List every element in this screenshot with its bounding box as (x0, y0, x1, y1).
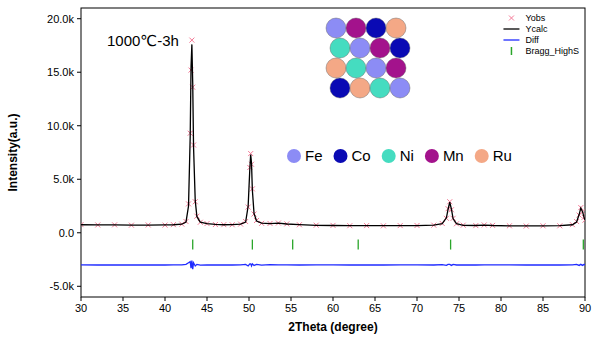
annotation: 1000℃-3h (107, 32, 179, 49)
atom (350, 78, 370, 98)
bragg-tick (192, 240, 193, 250)
x-tick-label: 40 (159, 302, 171, 314)
bragg-tick (583, 240, 584, 250)
legend-swatch (503, 39, 519, 40)
element-swatch (425, 149, 439, 163)
element-label: Ni (400, 147, 414, 164)
y-tick-label: 5.0k (53, 173, 74, 185)
legend-label: Yobs (525, 13, 545, 23)
y-tick (77, 179, 81, 180)
x-tick (249, 297, 250, 301)
y-tick-label: 15.0k (47, 66, 74, 78)
x-tick-label: 50 (243, 302, 255, 314)
legend: YobsYcalcDiffBragg_HighS (503, 13, 579, 56)
x-tick (81, 297, 82, 301)
element-label: Ru (493, 147, 512, 164)
x-tick (501, 297, 502, 301)
atom (370, 38, 390, 58)
x-tick-label: 80 (495, 302, 507, 314)
atom (366, 18, 386, 38)
x-tick-label: 55 (285, 302, 297, 314)
y-tick (77, 286, 81, 287)
series-line (81, 261, 585, 270)
atom (390, 78, 410, 98)
x-tick (207, 297, 208, 301)
x-tick (459, 297, 460, 301)
legend-label: Ycalc (525, 24, 548, 34)
atom (386, 18, 406, 38)
y-tick (77, 72, 81, 73)
atom (370, 78, 390, 98)
plot-frame (81, 8, 585, 297)
atom (366, 58, 386, 78)
y-tick (77, 232, 81, 233)
legend-swatch (503, 28, 519, 29)
series-line (81, 44, 585, 226)
atom (386, 58, 406, 78)
element-swatch (287, 149, 301, 163)
legend-swatch (511, 47, 513, 55)
x-tick (123, 297, 124, 301)
bragg-tick (252, 240, 253, 250)
atom (346, 18, 366, 38)
inset-structure (326, 18, 410, 98)
x-tick-label: 45 (201, 302, 213, 314)
bragg-tick (450, 240, 451, 250)
x-tick-label: 60 (327, 302, 339, 314)
chart: 30 35 40 45 50 55 60 65 70 75 80 85 90 -5.0k 0.0 5.0k 10… (0, 0, 599, 341)
atom (346, 58, 366, 78)
y-tick-label: 0.0 (59, 227, 74, 239)
y-tick-label: -5.0k (50, 280, 75, 292)
x-tick-label: 85 (537, 302, 549, 314)
atom (326, 58, 346, 78)
element-swatch (475, 149, 489, 163)
legend-label: Diff (525, 35, 539, 45)
obs-marker (189, 38, 194, 43)
bragg-tick (292, 240, 293, 250)
x-tick (291, 297, 292, 301)
atom (330, 38, 350, 58)
legend-swatch (509, 16, 514, 21)
y-tick (77, 125, 81, 126)
x-tick-label: 65 (369, 302, 381, 314)
element-swatch (382, 149, 396, 163)
x-tick (375, 297, 376, 301)
x-tick-label: 75 (453, 302, 465, 314)
x-tick (333, 297, 334, 301)
x-tick (585, 297, 586, 301)
atom (390, 38, 410, 58)
y-tick (77, 18, 81, 19)
legend-label: Bragg_HighS (525, 46, 579, 56)
x-tick (165, 297, 166, 301)
atom (350, 38, 370, 58)
x-tick-label: 90 (579, 302, 591, 314)
bragg-tick (358, 240, 359, 250)
x-tick (543, 297, 544, 301)
element-label: Co (352, 147, 371, 164)
element-label: Fe (305, 147, 323, 164)
y-tick-label: 20.0k (47, 13, 74, 25)
x-tick-label: 70 (411, 302, 423, 314)
x-axis-title: 2Theta (degree) (288, 320, 377, 334)
element-label: Mn (443, 147, 464, 164)
x-tick-label: 35 (117, 302, 129, 314)
atom (326, 18, 346, 38)
y-tick-label: 10.0k (47, 120, 74, 132)
y-axis-title: Intensity(a.u.) (6, 113, 20, 191)
x-tick (417, 297, 418, 301)
atom (330, 78, 350, 98)
plot-marks (81, 38, 585, 270)
x-tick-label: 30 (75, 302, 87, 314)
element-swatch (334, 149, 348, 163)
